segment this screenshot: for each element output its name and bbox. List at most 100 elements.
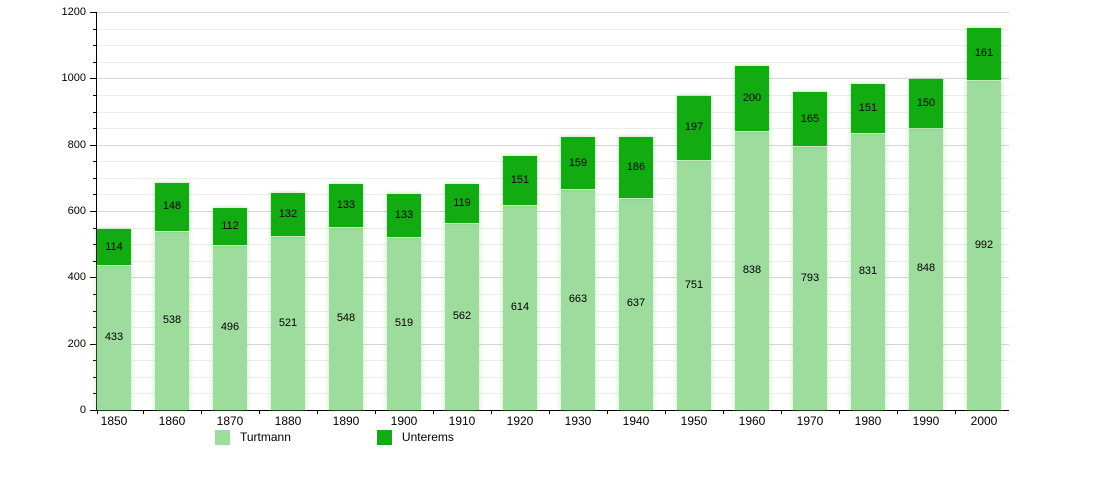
bar-value-turtmann: 496	[220, 320, 240, 333]
x-axis-tick	[549, 410, 550, 414]
bar-value-turtmann: 838	[742, 264, 762, 276]
bar-segment-turtmann-1870	[213, 245, 247, 410]
y-axis-tick	[90, 277, 96, 279]
bar-segment-turtmann-1900	[387, 237, 421, 410]
x-axis-tick	[607, 410, 608, 414]
x-axis-label: 2000	[970, 414, 998, 428]
x-axis-label: 1940	[622, 414, 650, 428]
gridline	[97, 177, 1009, 179]
x-axis-tick	[665, 410, 666, 414]
y-axis-tick	[93, 310, 96, 312]
x-axis-tick	[491, 410, 492, 414]
gridline	[97, 244, 1009, 246]
y-axis-tick	[90, 410, 96, 411]
bar-value-turtmann: 562	[452, 309, 472, 322]
bar-segment-turtmann-1890	[329, 228, 363, 410]
bar-value-unterems: 159	[568, 156, 588, 169]
gridline	[97, 28, 1009, 30]
x-axis-tick	[723, 410, 724, 414]
x-axis-tick	[781, 410, 782, 414]
bar-segment-turtmann-1990	[909, 128, 943, 410]
bar-value-turtmann: 848	[916, 262, 936, 275]
bar-segment-unterems-1990	[909, 78, 943, 128]
y-axis-label: 1200	[61, 6, 86, 18]
y-axis-tick	[93, 227, 96, 229]
y-axis-tick	[90, 144, 96, 146]
gridline	[97, 227, 1009, 229]
bar-segment-unterems-1920	[503, 156, 537, 206]
y-axis-label: 800	[67, 138, 86, 151]
x-axis-label: 1850	[100, 414, 128, 428]
bar-value-turtmann: 751	[684, 278, 704, 291]
gridline	[97, 161, 1009, 163]
bar-value-unterems: 151	[858, 102, 878, 115]
y-axis-tick	[93, 61, 96, 63]
y-axis-tick	[93, 177, 96, 179]
bar-segment-unterems-1950	[677, 95, 711, 160]
bar-value-unterems: 165	[800, 112, 820, 125]
gridline	[97, 310, 1009, 312]
x-axis-tick	[143, 410, 144, 414]
bar-value-unterems: 112	[221, 219, 239, 232]
bar-segment-turtmann-1910	[445, 223, 479, 410]
bar-value-turtmann: 793	[800, 271, 820, 284]
y-axis-tick	[93, 28, 96, 30]
gridline	[97, 194, 1009, 196]
bar-value-turtmann: 614	[510, 301, 530, 314]
bar-segment-unterems-1880	[271, 193, 305, 237]
y-axis-label: 1000	[61, 72, 86, 85]
x-axis-tick	[839, 410, 840, 414]
x-axis-tick	[433, 410, 434, 414]
x-axis-label: 1910	[448, 414, 476, 428]
legend-swatch-unterems-icon	[376, 430, 392, 445]
x-axis-tick	[201, 410, 202, 414]
y-axis-tick	[93, 327, 96, 329]
x-axis-label: 1930	[564, 414, 592, 428]
bar-segment-turtmann-1860	[155, 231, 189, 410]
bar-segment-turtmann-2000	[967, 81, 1001, 410]
x-axis-tick	[317, 410, 318, 414]
bar-segment-turtmann-1980	[851, 134, 885, 410]
bar-value-unterems: 197	[684, 121, 704, 134]
bar-value-turtmann: 992	[974, 238, 994, 251]
x-axis-label: 1970	[796, 414, 824, 428]
gridline	[97, 144, 1009, 146]
y-axis-tick	[90, 211, 96, 212]
bar-segment-unterems-1980	[851, 84, 885, 134]
bar-segment-unterems-1870	[213, 208, 247, 245]
y-axis-tick	[93, 244, 96, 246]
y-axis-tick	[93, 111, 96, 113]
x-axis-label: 1900	[390, 414, 418, 428]
plot-area: 433 114 1850 538 148 1860 496 112 1870 521 132 1880…	[96, 12, 1009, 428]
y-axis-tick	[93, 194, 96, 196]
x-axis-label: 1950	[680, 414, 708, 428]
legend-swatch-turtmann-icon	[215, 430, 230, 445]
bar-value-unterems: 186	[626, 160, 646, 173]
gridline	[97, 78, 1009, 80]
y-axis-tick	[93, 128, 96, 130]
bar-value-turtmann: 519	[394, 316, 414, 329]
x-axis-label: 1890	[332, 414, 360, 428]
gridline	[97, 211, 1009, 212]
bar-value-unterems: 151	[510, 174, 530, 187]
legend-item-unterems: Unterems	[376, 430, 454, 445]
bar-value-turtmann: 548	[336, 312, 356, 325]
bar-segment-unterems-1890	[329, 184, 363, 228]
bar-value-turtmann: 433	[104, 331, 124, 344]
gridline	[97, 260, 1009, 262]
bar-segment-turtmann-1880	[271, 237, 305, 410]
x-axis-label: 1880	[274, 414, 302, 428]
bar-value-turtmann: 831	[858, 265, 878, 278]
bar-segment-unterems-2000	[967, 27, 1001, 80]
y-axis-tick	[93, 45, 96, 47]
y-axis-tick	[93, 260, 96, 262]
bar-value-turtmann: 663	[568, 293, 588, 306]
x-axis-tick	[955, 410, 956, 414]
gridline	[97, 61, 1009, 63]
bar-segment-turtmann-1960	[735, 132, 769, 410]
bar-segment-unterems-1940	[619, 137, 653, 198]
bar-value-unterems: 133	[394, 208, 414, 221]
gridline	[97, 45, 1009, 47]
gridline	[97, 327, 1009, 329]
